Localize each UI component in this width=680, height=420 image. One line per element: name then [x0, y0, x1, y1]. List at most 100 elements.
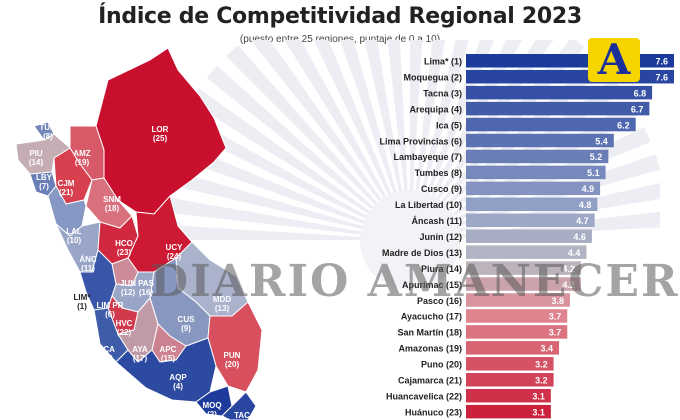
region-piura — [15, 133, 71, 175]
value-label: 4.4 — [568, 248, 581, 258]
bar — [466, 101, 650, 116]
map-label-rank: (16) — [139, 288, 154, 297]
bar — [466, 54, 674, 68]
value-label: 3.7 — [549, 312, 562, 322]
category-label: La Libertad (10) — [395, 200, 462, 210]
bar — [466, 309, 568, 323]
map-label-rank: (25) — [153, 134, 168, 143]
value-label: 4.7 — [576, 216, 589, 226]
map-label-code: HVC — [116, 319, 133, 328]
sunburst-ray — [164, 139, 410, 240]
bar — [466, 325, 568, 339]
map-label-code: ÁNC — [79, 255, 97, 264]
map-label-rank: (20) — [225, 360, 240, 369]
value-label: 3.4 — [541, 344, 554, 354]
category-label: Apurímac (15) — [402, 280, 462, 290]
map-label-code: PIU — [29, 149, 43, 158]
category-label: Huánuco (23) — [405, 407, 462, 417]
map-label-rank: (24) — [167, 252, 182, 261]
bar — [466, 404, 551, 419]
peru-region-map: TUM(8)PIU(14) LBY(7) AMZ(19) CJM(21) LOR(25)… — [15, 47, 263, 420]
sunburst-ray — [160, 166, 410, 240]
category-label: Ica (5) — [436, 120, 462, 130]
sunburst-ray — [364, 40, 410, 240]
category-label: San Martín (18) — [397, 328, 462, 338]
category-label: Piura (14) — [421, 264, 462, 274]
category-label: Lambayeque (7) — [393, 152, 462, 162]
map-label-rank: (19) — [75, 158, 90, 167]
value-label: 3.2 — [535, 376, 548, 386]
map-label-rank: (10) — [67, 236, 82, 245]
map-label-code: ICA — [101, 345, 115, 354]
map-label-rank: (4) — [173, 382, 183, 391]
map-label-code: LAL — [66, 227, 82, 236]
sunburst-ray — [206, 65, 410, 240]
value-label: 7.6 — [655, 72, 668, 82]
map-label-rank: (17) — [133, 354, 148, 363]
map-label-rank: (5) — [103, 354, 113, 363]
map-label-code: PUN — [224, 351, 241, 360]
sunburst-ray — [387, 40, 410, 240]
bar — [466, 373, 554, 387]
value-label: 4.2 — [562, 280, 575, 290]
category-label: Huancavelica (22) — [386, 391, 462, 401]
category-label: Arequipa (4) — [409, 104, 462, 114]
map-label-code: AQP — [169, 373, 187, 382]
value-label: 6.7 — [631, 104, 644, 114]
category-label: Amazonas (19) — [398, 344, 462, 354]
map-label-rank: (9) — [181, 324, 191, 333]
map-label-code: AYA — [132, 345, 148, 354]
sunburst-ray — [226, 45, 410, 241]
map-label-rank: (13) — [215, 304, 230, 313]
value-label: 4.6 — [573, 232, 586, 242]
category-label: Madre de Dios (13) — [382, 248, 462, 258]
region-arequipa — [115, 337, 217, 403]
map-label-code: TUM — [39, 123, 57, 132]
category-label: Cusco (9) — [421, 184, 462, 194]
value-label: 6.8 — [634, 88, 647, 98]
value-label: 3.1 — [532, 407, 545, 417]
bar — [466, 181, 601, 196]
chart-title: Índice de Competitividad Regional 2023 — [98, 4, 582, 29]
value-label: 4.2 — [562, 264, 575, 274]
value-label: 4.9 — [582, 184, 595, 194]
map-labels: TUM(8)PIU(14) LBY(7) AMZ(19) CJM(21) LOR(25)… — [29, 123, 250, 420]
region-lima — [79, 249, 117, 311]
bar — [466, 69, 674, 84]
category-label: Ayacucho (17) — [401, 312, 462, 322]
value-label: 3.2 — [535, 360, 548, 370]
map-label-code: MOQ — [202, 401, 221, 410]
value-label: 5.2 — [590, 152, 603, 162]
map-label-rank: (18) — [105, 204, 120, 213]
sunburst-ray — [250, 40, 410, 240]
bar — [466, 165, 606, 180]
value-label: 5.4 — [595, 136, 608, 146]
category-label: Lima* (1) — [424, 57, 462, 67]
map-label-code: LOR — [152, 125, 169, 134]
category-label: Tacna (3) — [423, 88, 462, 98]
bar — [466, 357, 554, 371]
category-label: Tumbes (8) — [415, 168, 462, 178]
value-label: 3.1 — [532, 391, 545, 401]
map-label-code: LIM* — [74, 293, 92, 302]
map-label-rank: (6) — [105, 310, 115, 319]
sunburst-ray — [410, 211, 660, 240]
sunburst-ray — [284, 40, 410, 240]
map-label-rank: (12) — [121, 288, 136, 297]
region-tacna — [221, 391, 257, 420]
map-label-code: APC — [160, 345, 177, 354]
bar — [466, 117, 636, 132]
map-label-code: UCY — [166, 243, 184, 252]
map-label-code: PAS — [138, 279, 155, 288]
map-label-rank: (15) — [161, 354, 176, 363]
map-label-rank: (7) — [39, 182, 49, 191]
sunburst-ray — [189, 88, 410, 240]
sunburst-core — [360, 190, 460, 290]
map-label-code: LIM PR — [96, 301, 123, 310]
newspaper-logo: A — [588, 35, 640, 84]
map-regions — [15, 47, 263, 420]
map-label-code: HCO — [115, 239, 133, 248]
map-label-code: CJM — [58, 179, 75, 188]
map-label-code: LBY — [36, 173, 53, 182]
